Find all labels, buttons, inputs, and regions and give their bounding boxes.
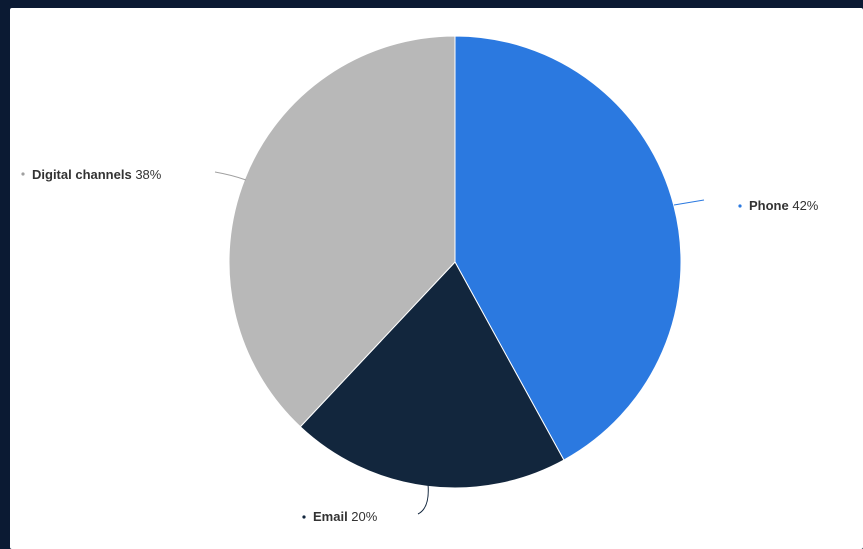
data-label-name: Email bbox=[313, 509, 348, 524]
data-label-name: Digital channels bbox=[32, 167, 132, 182]
data-label-value: 20% bbox=[348, 509, 378, 524]
label-bullet-email bbox=[302, 515, 306, 519]
connector-line-phone bbox=[673, 199, 705, 206]
connector-line-digital-channels bbox=[214, 171, 247, 181]
chart-card: Phone 42% Email 20% Digital channels 38% bbox=[10, 8, 863, 549]
data-label-phone: Phone 42% bbox=[749, 198, 819, 213]
pie-slice-phone bbox=[454, 35, 682, 461]
pie-slice-digital-channels bbox=[228, 35, 456, 428]
label-bullet-digital-channels bbox=[21, 172, 25, 176]
connector-line-email bbox=[417, 483, 429, 515]
data-label-value: 38% bbox=[132, 167, 162, 182]
data-label-value: 42% bbox=[789, 198, 819, 213]
label-bullet-phone bbox=[738, 204, 742, 208]
data-label-email: Email 20% bbox=[313, 509, 378, 524]
data-label-name: Phone bbox=[749, 198, 789, 213]
pie-chart: Phone 42% Email 20% Digital channels 38% bbox=[21, 35, 819, 524]
data-label-digital-channels: Digital channels 38% bbox=[32, 167, 162, 182]
pie-slice-email bbox=[299, 261, 565, 489]
